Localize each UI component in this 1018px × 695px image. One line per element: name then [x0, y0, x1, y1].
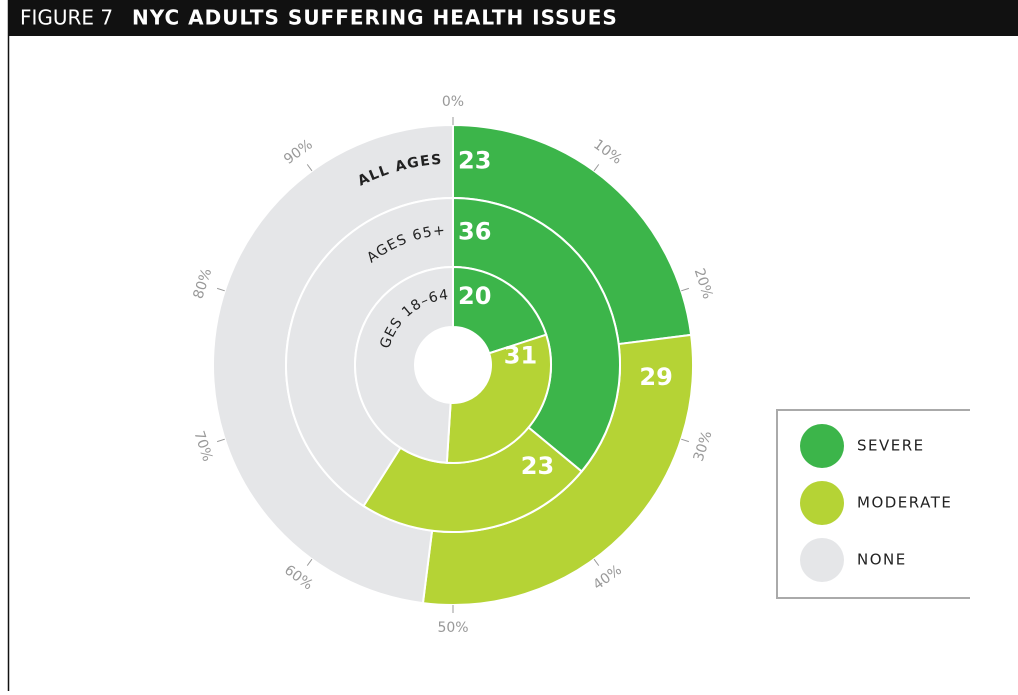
tick-mark — [681, 287, 690, 292]
tick-mark — [216, 287, 225, 292]
value-label: 20 — [458, 282, 491, 310]
tick-mark — [306, 164, 313, 172]
tick-label: 10% — [590, 137, 625, 168]
value-label: 31 — [504, 341, 537, 369]
value-label: 36 — [458, 218, 491, 246]
ring-hole — [415, 327, 491, 403]
tick-label: 90% — [281, 137, 316, 168]
legend-swatch — [800, 481, 844, 525]
value-label: 23 — [521, 452, 554, 480]
value-label: 29 — [639, 363, 672, 391]
tick-label: 20% — [691, 266, 716, 301]
legend-swatch — [800, 424, 844, 468]
tick-label: 30% — [691, 429, 716, 464]
tick-label: 60% — [281, 562, 316, 593]
legend-label: NONE — [857, 551, 907, 569]
header-bar — [8, 0, 1018, 36]
tick-mark — [216, 438, 225, 443]
tick-mark — [593, 558, 600, 566]
tick-mark — [306, 558, 313, 566]
figure-label: FIGURE 7 — [20, 6, 113, 30]
tick-mark — [681, 438, 690, 443]
legend-box — [776, 409, 970, 599]
tick-label: 50% — [437, 620, 468, 636]
tick-label: 70% — [190, 429, 215, 464]
legend-label: SEVERE — [857, 437, 925, 455]
tick-label: 40% — [590, 562, 625, 593]
value-label: 23 — [458, 147, 491, 175]
legend-label: MODERATE — [857, 494, 952, 512]
legend-swatch — [800, 538, 844, 582]
tick-label: 0% — [442, 94, 464, 110]
tick-label: 80% — [190, 266, 215, 301]
chart-title: NYC ADULTS SUFFERING HEALTH ISSUES — [132, 6, 618, 30]
tick-mark — [593, 164, 600, 172]
